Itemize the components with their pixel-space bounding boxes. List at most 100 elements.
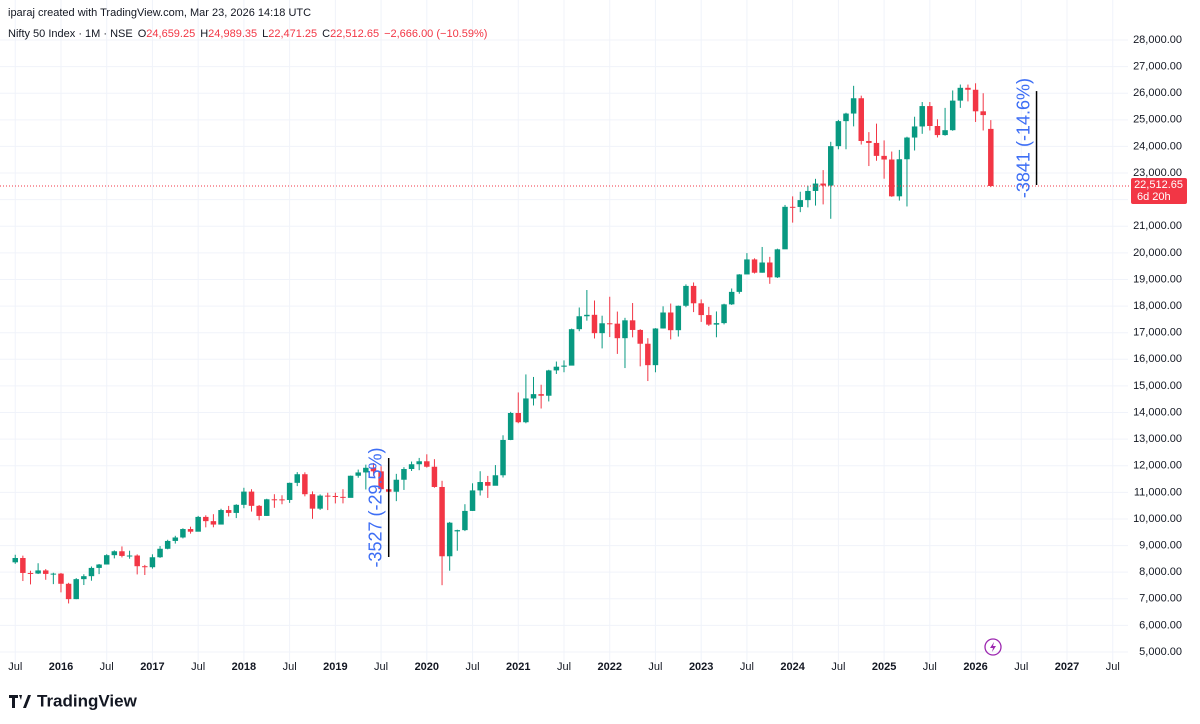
- candle-body: [225, 510, 232, 513]
- candle-body: [591, 314, 598, 334]
- candle-body: [416, 461, 422, 465]
- x-tick-label: 2018: [232, 661, 256, 673]
- candle-body: [957, 87, 964, 101]
- y-tick-label: 17,000.00: [1133, 327, 1182, 339]
- y-tick-label: 15,000.00: [1133, 380, 1182, 392]
- logo: TradingView: [9, 691, 138, 710]
- candle-body: [317, 495, 323, 509]
- candle-body: [203, 516, 209, 522]
- candle-body: [767, 262, 773, 278]
- y-tick-label: 19,000.00: [1133, 273, 1182, 285]
- candle-body: [20, 557, 26, 573]
- plot: [0, 83, 1130, 604]
- x-tick-label: Jul: [648, 661, 662, 673]
- candle-body: [195, 516, 201, 532]
- candle-body: [774, 249, 781, 278]
- event-icon-bolt: [990, 642, 996, 652]
- y-tick-label: 13,000.00: [1133, 433, 1182, 445]
- y-tick-label: 10,000.00: [1133, 513, 1182, 525]
- candle-body: [477, 482, 483, 491]
- candle-body: [683, 285, 689, 306]
- candle-body: [424, 461, 430, 467]
- candle-body: [942, 130, 948, 136]
- candle-body: [439, 486, 445, 557]
- candle-body: [172, 537, 179, 541]
- candle-body: [828, 146, 834, 186]
- x-tick-label: 2024: [780, 661, 805, 673]
- candle-body: [88, 567, 95, 577]
- candle-body: [180, 529, 186, 538]
- candle-body: [866, 140, 872, 143]
- candle-body: [728, 291, 735, 305]
- high-label: H: [200, 28, 208, 40]
- candle-body: [210, 521, 217, 525]
- x-tick-label: 2027: [1055, 661, 1079, 673]
- x-tick-label: Jul: [831, 661, 845, 673]
- legend: Nifty 50 Index · 1M · NSE O24,659.25 H24,9…: [8, 28, 487, 40]
- candle-body: [73, 579, 79, 600]
- candle-body: [370, 467, 377, 472]
- candle-body: [50, 573, 57, 575]
- close-value: 22,512.65: [330, 28, 379, 40]
- candle-body: [706, 315, 712, 325]
- x-tick-label: Jul: [374, 661, 388, 673]
- x-tick-label: 2022: [597, 661, 621, 673]
- candle-body: [149, 557, 156, 568]
- high-value: 24,989.35: [208, 28, 257, 40]
- close-label: C: [322, 28, 330, 40]
- candle-body: [363, 467, 369, 473]
- candle-body: [698, 303, 704, 316]
- x-tick-label: Jul: [1106, 661, 1120, 673]
- candle-body: [721, 304, 727, 324]
- candle-body: [759, 262, 765, 273]
- candle-body: [142, 566, 148, 568]
- candle-body: [126, 555, 133, 557]
- price-label-box: [1131, 178, 1187, 205]
- open-label: O: [138, 28, 147, 40]
- candle-body: [58, 573, 64, 584]
- candle-body: [446, 522, 453, 557]
- candle-body: [530, 394, 537, 399]
- y-tick-label: 25,000.00: [1133, 114, 1182, 126]
- candle-body: [911, 126, 918, 138]
- candle-body: [850, 98, 857, 114]
- open-value: 24,659.25: [146, 28, 195, 40]
- candle-body: [523, 398, 529, 423]
- candle-body: [96, 564, 102, 568]
- y-tick-label: 20,000.00: [1133, 247, 1182, 259]
- candle-body: [980, 111, 986, 116]
- candle-body: [347, 475, 354, 498]
- candle-body: [454, 530, 461, 532]
- candle-body: [340, 496, 346, 498]
- y-tick-label: 28,000.00: [1133, 34, 1182, 46]
- low-label: L: [262, 28, 268, 40]
- candle-body: [500, 439, 506, 476]
- y-tick-label: 18,000.00: [1133, 300, 1182, 312]
- candle-body: [736, 274, 743, 292]
- candle-body: [614, 323, 621, 339]
- candle-body: [164, 540, 171, 549]
- candle-body: [660, 312, 666, 329]
- brand: TradingView: [37, 691, 138, 710]
- credit: iparaj created with TradingView.com, Mar…: [8, 7, 311, 19]
- candle-body: [675, 305, 682, 331]
- y-tick-label: 23,000.00: [1133, 167, 1182, 179]
- candle-body: [378, 471, 384, 490]
- candle-body: [431, 466, 438, 487]
- candle-body: [934, 125, 941, 136]
- y-tick-label: 27,000.00: [1133, 61, 1182, 73]
- candle-body: [904, 137, 910, 160]
- candle-body: [843, 113, 849, 122]
- candle-body: [835, 121, 842, 147]
- candle-body: [469, 490, 476, 511]
- measure-label: -3841 (-14.6%): [1013, 78, 1033, 198]
- candle-body: [324, 495, 331, 497]
- candle-body: [949, 100, 956, 131]
- event-icon[interactable]: [984, 638, 1002, 656]
- candle-body: [302, 474, 308, 495]
- candle-body: [248, 491, 255, 506]
- candle-body: [507, 413, 514, 440]
- candle-body: [27, 572, 34, 574]
- candle-body: [462, 510, 468, 531]
- candle-body: [134, 555, 140, 567]
